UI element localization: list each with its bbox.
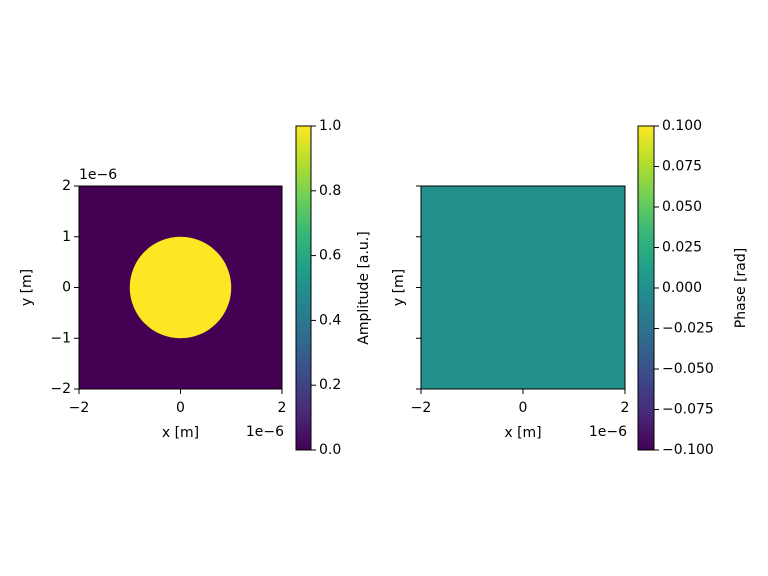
colorbar-label: Phase [rad] bbox=[733, 248, 749, 328]
colorbar-tick-label: 0.0 bbox=[319, 442, 341, 458]
x-axis-label: x [m] bbox=[162, 425, 199, 441]
colorbar-tick-label: 0.8 bbox=[319, 183, 341, 199]
y-tick-label: 2 bbox=[62, 178, 71, 194]
y-tick-label: 0 bbox=[62, 280, 71, 296]
x-axis-label: x [m] bbox=[504, 425, 541, 441]
x-tick-label: −2 bbox=[69, 400, 90, 416]
colorbar bbox=[295, 125, 312, 451]
colorbar bbox=[637, 125, 655, 451]
colorbar-tick-label: 0.075 bbox=[662, 159, 702, 175]
y-tick-label: −1 bbox=[50, 330, 71, 346]
x-tick-label: 2 bbox=[278, 400, 287, 416]
image-region bbox=[129, 236, 232, 339]
colorbar-tick-label: 0.2 bbox=[319, 377, 341, 393]
colorbar-tick-label: −0.075 bbox=[662, 402, 714, 418]
colorbar-label: Amplitude [a.u.] bbox=[356, 231, 372, 344]
y-tick-label: 1 bbox=[62, 229, 71, 245]
y-tick-label: −2 bbox=[50, 381, 71, 397]
x-tick-label: 0 bbox=[519, 400, 528, 416]
y-offset-label: 1e−6 bbox=[79, 167, 117, 183]
colorbar-tick-label: 0.6 bbox=[319, 248, 341, 264]
colorbar-tick-label: 0.050 bbox=[662, 199, 702, 215]
colorbar-tick-label: −0.025 bbox=[662, 321, 714, 337]
x-tick-label: 2 bbox=[621, 400, 630, 416]
y-axis-label: y [m] bbox=[391, 269, 407, 306]
colorbar-tick-label: −0.100 bbox=[662, 442, 714, 458]
x-tick-label: 0 bbox=[176, 400, 185, 416]
image-background bbox=[421, 186, 625, 389]
y-axis-label: y [m] bbox=[19, 269, 35, 306]
colorbar-tick-label: 0.100 bbox=[662, 118, 702, 134]
colorbar-tick-label: 0.000 bbox=[662, 280, 702, 296]
colorbar-tick-label: 0.025 bbox=[662, 240, 702, 256]
colorbar-tick-label: 0.4 bbox=[319, 312, 341, 328]
colorbar-tick-label: 1.0 bbox=[319, 118, 341, 134]
x-offset-label: 1e−6 bbox=[589, 424, 627, 440]
colorbar-tick-label: −0.050 bbox=[662, 361, 714, 377]
x-offset-label: 1e−6 bbox=[246, 424, 284, 440]
x-tick-label: −2 bbox=[411, 400, 432, 416]
